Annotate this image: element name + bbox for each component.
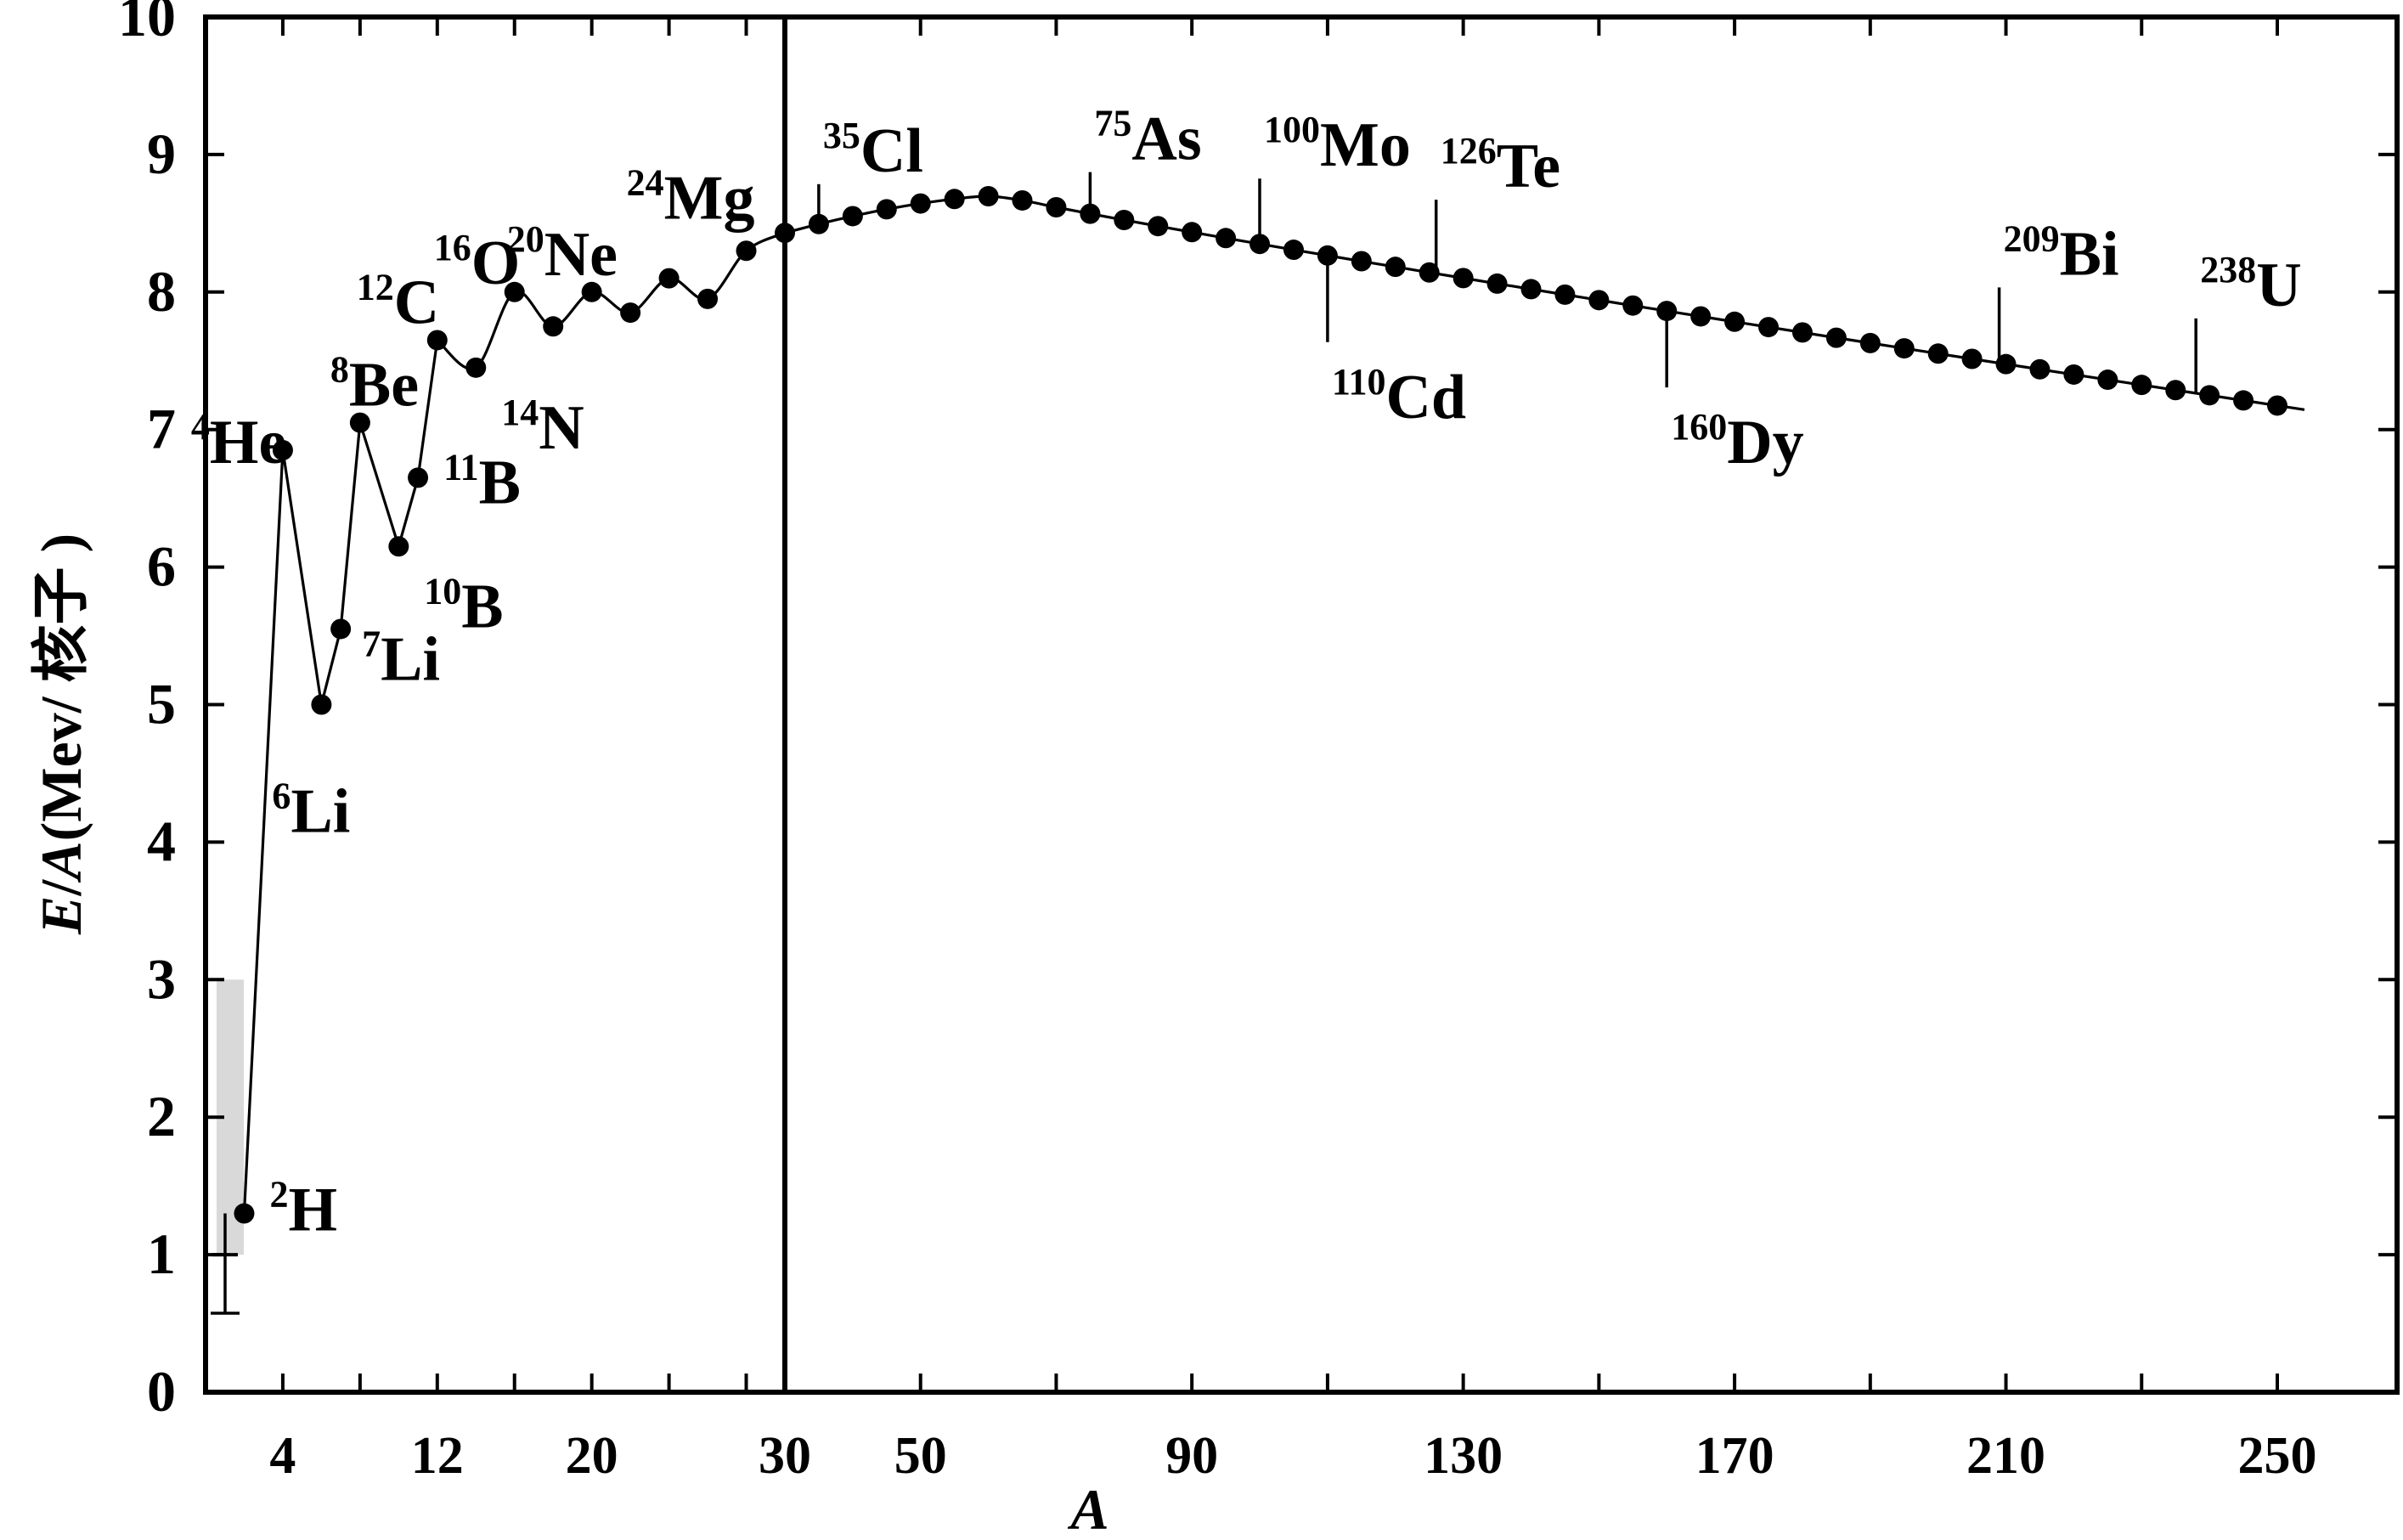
svg-text:10: 10 <box>118 0 176 48</box>
svg-text:9: 9 <box>147 121 176 186</box>
svg-text:110Cd: 110Cd <box>1332 361 1466 432</box>
svg-text:50: 50 <box>894 1427 947 1485</box>
svg-text:250: 250 <box>2238 1427 2317 1485</box>
svg-text:75As: 75As <box>1094 103 1201 174</box>
svg-text:6Li: 6Li <box>272 776 350 847</box>
svg-text:20Ne: 20Ne <box>507 218 618 290</box>
svg-text:30: 30 <box>759 1427 811 1485</box>
svg-text:24Mg: 24Mg <box>627 162 755 234</box>
svg-text:4: 4 <box>147 809 176 873</box>
svg-text:4: 4 <box>269 1427 296 1485</box>
svg-text:5: 5 <box>147 672 176 736</box>
svg-text:11B: 11B <box>443 446 521 517</box>
svg-text:160Dy: 160Dy <box>1671 406 1803 477</box>
svg-text:3: 3 <box>147 946 176 1011</box>
svg-text:8: 8 <box>147 259 176 324</box>
svg-text:35Cl: 35Cl <box>823 115 923 186</box>
svg-text:A: A <box>1067 1477 1108 1540</box>
svg-text:238U: 238U <box>2200 249 2301 320</box>
svg-text:210: 210 <box>1966 1427 2045 1485</box>
svg-text:130: 130 <box>1424 1427 1503 1485</box>
svg-text:126Te: 126Te <box>1441 130 1560 201</box>
svg-text:7: 7 <box>147 397 176 461</box>
svg-text:6: 6 <box>147 534 176 599</box>
svg-text:E/A(Mev/ 核子 ): E/A(Mev/ 核子 ) <box>29 533 93 935</box>
svg-text:1: 1 <box>147 1221 176 1286</box>
svg-text:7Li: 7Li <box>362 623 440 695</box>
svg-text:12: 12 <box>411 1427 464 1485</box>
svg-text:12C: 12C <box>357 267 439 338</box>
svg-text:209Bi: 209Bi <box>2004 217 2119 289</box>
svg-text:100Mo: 100Mo <box>1264 109 1411 180</box>
svg-text:170: 170 <box>1695 1427 1774 1485</box>
svg-text:8Be: 8Be <box>330 349 419 420</box>
svg-text:0: 0 <box>147 1359 176 1424</box>
svg-text:2: 2 <box>147 1084 176 1148</box>
svg-text:20: 20 <box>566 1427 618 1485</box>
svg-text:90: 90 <box>1165 1427 1218 1485</box>
svg-text:2H: 2H <box>270 1174 338 1245</box>
